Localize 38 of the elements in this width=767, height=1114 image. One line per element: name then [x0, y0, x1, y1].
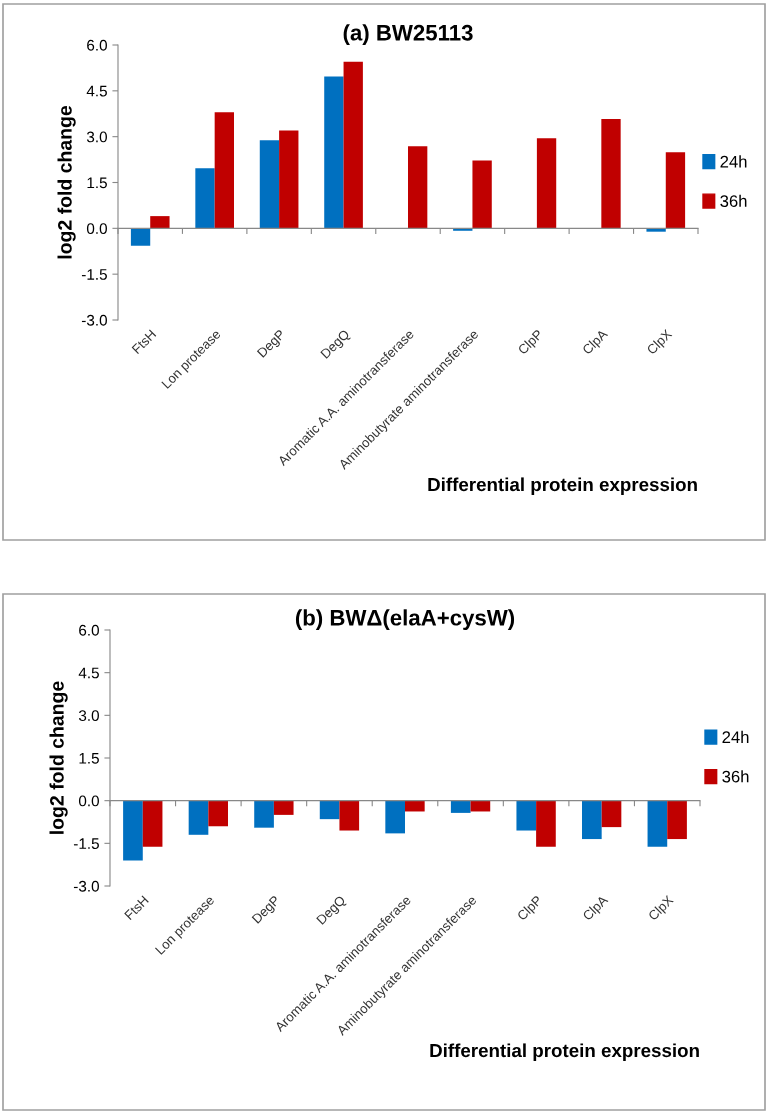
bar [259, 140, 280, 229]
legend-label: 36h [720, 194, 747, 207]
y-tick-label: 6.0 [87, 39, 107, 51]
y-tick-label: 1.5 [79, 753, 99, 764]
bar [472, 160, 492, 229]
y-axis-title: log2 fold change [57, 105, 76, 259]
y-axis-title: log2 fold change [49, 681, 68, 834]
bar [665, 152, 686, 229]
y-tick-label: -1.5 [81, 269, 107, 280]
legend-label: 24h [722, 730, 749, 743]
bar [279, 130, 299, 229]
y-tick-label: -3.0 [73, 880, 99, 892]
x-axis-title: Differential protein expression [430, 1043, 699, 1061]
bar [343, 61, 363, 229]
bar [536, 138, 557, 229]
y-tick-label: 0.0 [78, 795, 99, 807]
bar [195, 168, 215, 229]
legend-label: 36h [722, 770, 749, 783]
legend-label: 24h [720, 155, 747, 168]
y-tick-label: 6.0 [79, 624, 99, 636]
y-tick-label: 4.5 [78, 667, 99, 679]
chart-title: (b) BWΔ(elaA+cysW) [295, 609, 515, 630]
bar [324, 76, 344, 229]
chart-title: (a) BW25113 [343, 24, 473, 45]
y-tick-label: 3.0 [86, 131, 107, 143]
bar [601, 118, 621, 229]
y-tick-label: 0.0 [86, 223, 107, 235]
bar [214, 112, 234, 229]
bar [408, 146, 428, 229]
y-tick-label: 1.5 [87, 177, 107, 189]
y-tick-label: -1.5 [73, 838, 99, 850]
bar [150, 216, 170, 229]
bar [130, 228, 151, 246]
bar [646, 228, 666, 232]
x-axis-title: Differential protein expression [428, 477, 697, 495]
y-tick-label: 3.0 [78, 710, 99, 722]
y-tick-label: -3.0 [81, 314, 107, 326]
y-tick-label: 4.5 [86, 85, 107, 97]
